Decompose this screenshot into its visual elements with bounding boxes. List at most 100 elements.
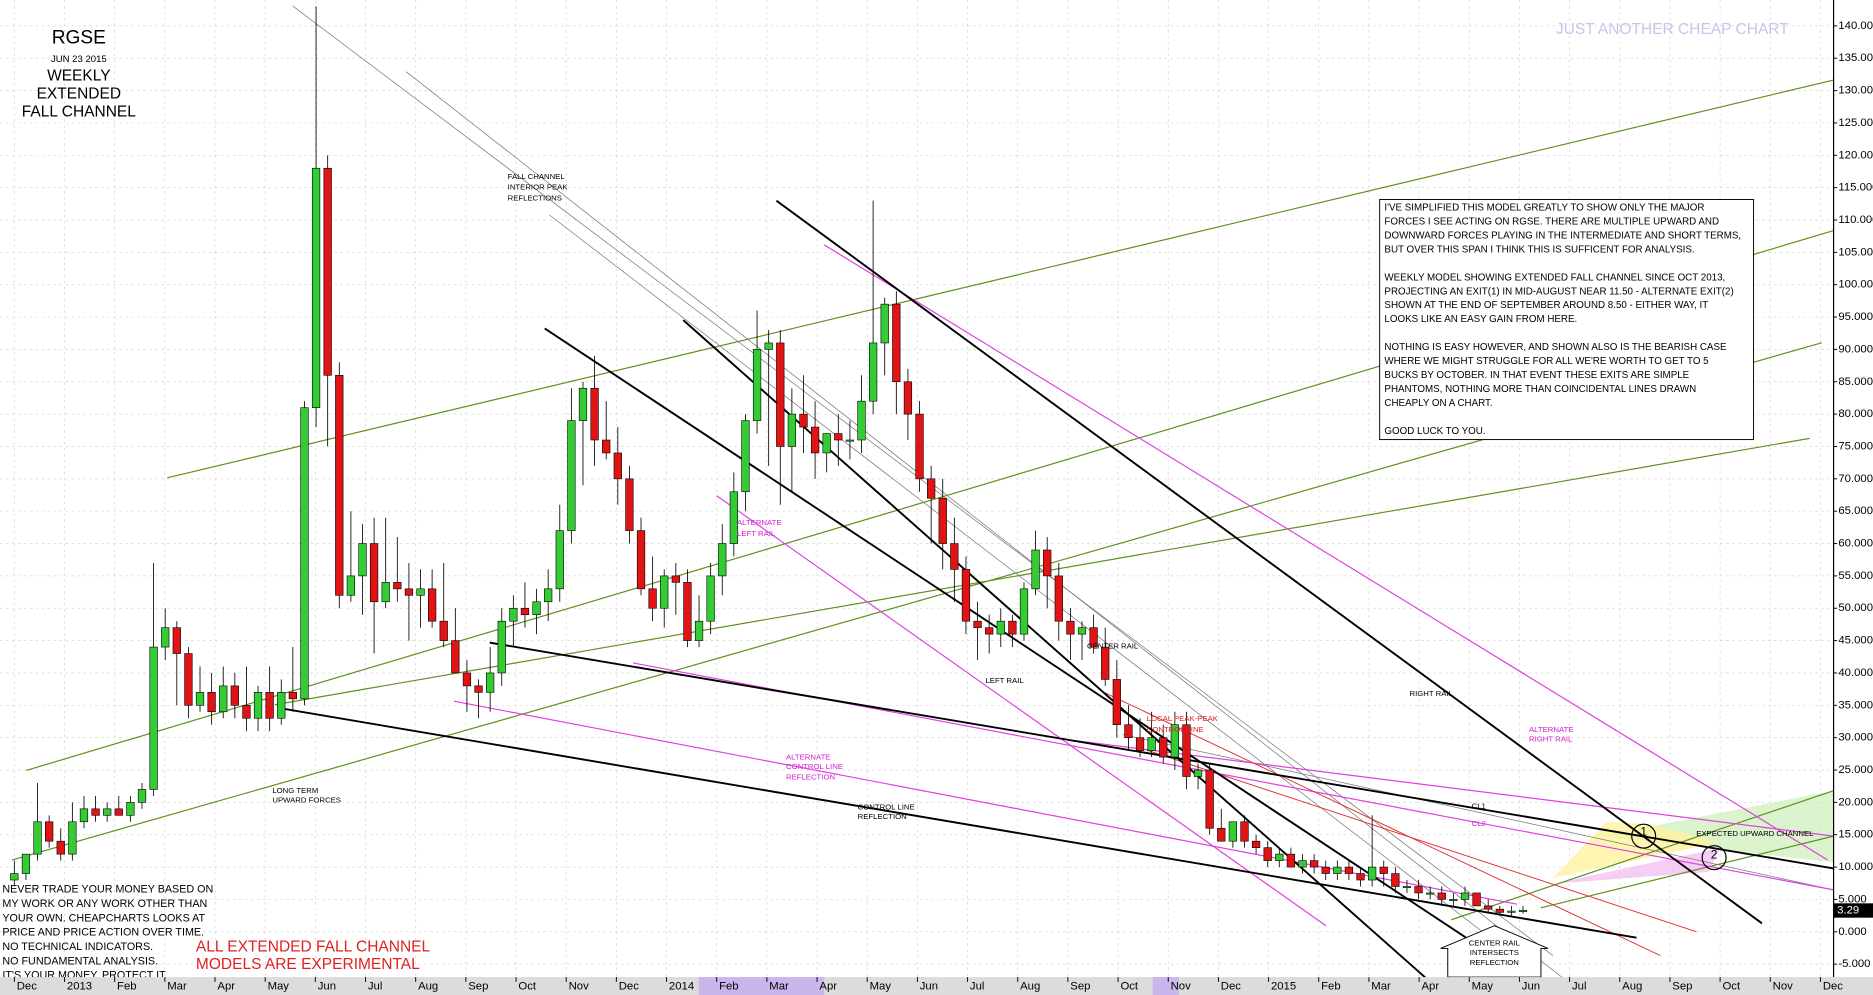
candle-body <box>1066 620 1075 635</box>
y-tick-label: 85.000 <box>1838 376 1873 388</box>
candle-body <box>195 692 205 706</box>
x-tick-label: 2014 <box>669 981 694 993</box>
candle-body <box>253 692 263 719</box>
y-tick-label: 20.000 <box>1838 796 1873 808</box>
x-tick-label: 2015 <box>1271 981 1296 993</box>
y-tick-label: 55.000 <box>1838 570 1873 582</box>
candle-body <box>265 692 274 719</box>
candle-body <box>683 582 692 641</box>
candle-body <box>996 620 1005 635</box>
candle-body <box>1228 821 1237 842</box>
annotation: REFLECTION <box>1470 958 1519 967</box>
x-tick-label: Jun <box>920 981 938 993</box>
x-tick-label: Sep <box>1070 981 1090 993</box>
note-line: I'VE SIMPLIFIED THIS MODEL GREATLY TO SH… <box>1384 202 1704 213</box>
candle-body <box>729 491 738 544</box>
candle-body <box>520 607 530 616</box>
chart-subtitle: JUN 23 2015 <box>51 54 107 65</box>
candle-body <box>1321 866 1330 874</box>
x-tick-label: May <box>870 981 892 993</box>
y-tick-label: 35.000 <box>1838 699 1873 711</box>
annotation: CL2 <box>1472 819 1486 828</box>
x-tick-label: Nov <box>569 981 589 993</box>
annotation: CONTROL LINE <box>786 762 843 771</box>
x-axis-bar <box>0 977 1873 995</box>
candle-body <box>1391 873 1400 887</box>
x-tick-label: Aug <box>1622 981 1642 993</box>
y-tick-label: 105.000 <box>1838 246 1873 258</box>
annotation: REFLECTION <box>786 773 835 782</box>
trend-line <box>1122 734 1834 891</box>
candle-body <box>961 569 971 622</box>
candle-body <box>45 821 54 842</box>
x-tick-label: Dec <box>1221 981 1241 993</box>
x-tick-label: Aug <box>418 981 438 993</box>
x-tick-label: Sep <box>1672 981 1692 993</box>
candle-body <box>33 821 42 855</box>
candle-body <box>671 575 680 583</box>
y-tick-label: 15.000 <box>1838 829 1873 841</box>
y-tick-label: 65.000 <box>1838 505 1873 517</box>
candle-body <box>1112 679 1121 726</box>
x-tick-label: Nov <box>1773 981 1793 993</box>
expected-channel-shade <box>1600 790 1834 863</box>
annotation: CENTER RAIL <box>1087 641 1139 650</box>
candle-body <box>892 303 901 383</box>
annotation: CL1 <box>1472 801 1486 810</box>
annotation: LEFT RAIL <box>985 676 1024 685</box>
candle-body <box>346 575 356 596</box>
candle-body <box>694 620 704 641</box>
x-tick-label: Nov <box>1171 981 1191 993</box>
note-line: GOOD LUCK TO YOU. <box>1384 426 1485 437</box>
y-tick-label: 25.000 <box>1838 764 1873 776</box>
candle-body <box>10 873 19 881</box>
candle-body <box>1518 910 1528 912</box>
annotation: RIGHT RAIL <box>1410 689 1454 698</box>
trend-line <box>544 327 1494 957</box>
x-tick-label: Apr <box>217 981 235 993</box>
candle-body <box>1205 769 1214 829</box>
candle-body <box>161 627 170 648</box>
annotation: EXPECTED UPWARD CHANNEL <box>1696 829 1814 838</box>
candle-body <box>311 167 321 408</box>
candle-body <box>1240 821 1249 842</box>
x-tick-label: Feb <box>719 981 739 993</box>
candle-body <box>1507 910 1516 913</box>
y-tick-label: 70.000 <box>1838 473 1873 485</box>
disclaimer-line: MY WORK OR ANY WORK OTHER THAN <box>2 898 207 910</box>
annotation: INTERIOR PEAK <box>508 183 569 192</box>
x-tick-label: 2013 <box>67 981 92 993</box>
candle-body <box>1043 549 1052 577</box>
x-tick-label: Oct <box>1120 981 1138 993</box>
disclaimer-line: NO FUNDAMENTAL ANALYSIS. <box>2 955 158 967</box>
candle-body <box>79 808 89 823</box>
exit-label: 2 <box>1711 847 1718 861</box>
candle-body <box>1309 860 1319 868</box>
x-tick-label: Mar <box>769 981 789 993</box>
candle-body <box>1263 847 1272 861</box>
trend-line <box>274 437 1810 706</box>
trend-line <box>1146 749 1697 933</box>
trend-line <box>167 79 1834 479</box>
candle-body <box>625 478 634 531</box>
trend-line <box>775 199 1763 925</box>
candle-body <box>369 543 379 603</box>
candles <box>10 6 1528 916</box>
candle-body <box>1124 724 1133 738</box>
y-tick-label: 95.000 <box>1838 311 1873 323</box>
candle-body <box>91 808 100 816</box>
note-line: WEEKLY MODEL SHOWING EXTENDED FALL CHANN… <box>1384 272 1725 283</box>
candle-body <box>532 601 541 616</box>
candle-body <box>1402 886 1412 888</box>
candle-body <box>126 802 135 816</box>
y-tick-label: 10.000 <box>1838 861 1873 873</box>
candle-body <box>1031 549 1040 590</box>
candle-body <box>810 426 820 454</box>
candle-body <box>486 672 495 693</box>
annotation: REFLECTIONS <box>508 193 562 202</box>
annotation: CENTER RAIL <box>1469 939 1521 948</box>
y-tick-label: 130.000 <box>1838 85 1873 97</box>
y-tick-label: -5.000 <box>1838 958 1870 970</box>
exit-label: 1 <box>1640 825 1647 839</box>
x-tick-label: Jun <box>1522 981 1540 993</box>
